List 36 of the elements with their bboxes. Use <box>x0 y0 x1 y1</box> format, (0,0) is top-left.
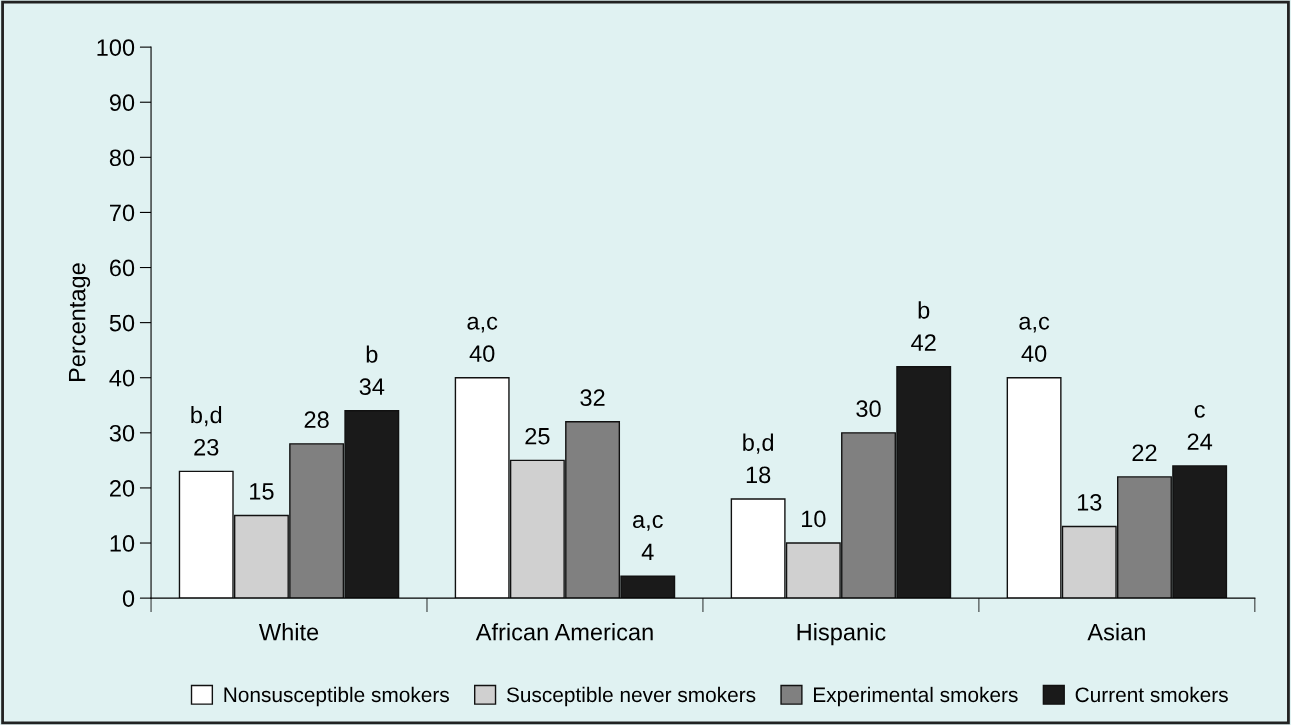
y-axis-title: Percentage <box>68 263 91 382</box>
y-tick-label: 20 <box>110 479 135 497</box>
data-label: b,d 23 <box>191 406 222 456</box>
data-label: b 34 <box>359 345 385 396</box>
data-label: a,c 4 <box>633 515 663 561</box>
x-tick-label: Hispanic <box>797 623 886 646</box>
legend-label: Current smokers <box>1075 686 1228 703</box>
legend-label: Susceptible never smokers <box>506 686 756 707</box>
x-tick-label: African American <box>475 623 653 641</box>
data-label: 22 <box>1132 444 1157 461</box>
data-label: 32 <box>580 389 605 407</box>
legend-label: Experimental smokers <box>814 686 1018 707</box>
data-label: c 24 <box>1187 404 1213 450</box>
x-tick-label: Asian <box>1087 623 1145 641</box>
data-label: 13 <box>1077 494 1102 511</box>
x-tick-label: White <box>258 623 319 641</box>
data-label: a,c 40 <box>467 316 498 362</box>
y-tick-label: 10 <box>110 535 135 552</box>
y-tick-label: 60 <box>110 259 135 277</box>
y-tick-label: 90 <box>109 94 135 112</box>
data-label: b 42 <box>911 301 936 351</box>
y-tick-label: 0 <box>122 590 135 607</box>
y-tick-label: 40 <box>109 369 135 387</box>
data-label: 30 <box>856 400 881 418</box>
data-label: 15 <box>250 483 274 500</box>
data-label: b,d 18 <box>743 433 774 484</box>
y-tick-label: 50 <box>109 314 135 332</box>
y-tick-label: 70 <box>110 204 135 222</box>
data-label: 28 <box>304 411 329 429</box>
data-label: 10 <box>802 510 826 528</box>
data-label: 25 <box>525 427 550 445</box>
legend-label: Nonsusceptible smokers <box>224 686 449 707</box>
y-tick-label: 80 <box>109 149 135 167</box>
y-tick-label: 100 <box>97 39 135 56</box>
y-tick-label: 30 <box>109 424 135 442</box>
data-label: a,c 40 <box>1019 316 1050 362</box>
